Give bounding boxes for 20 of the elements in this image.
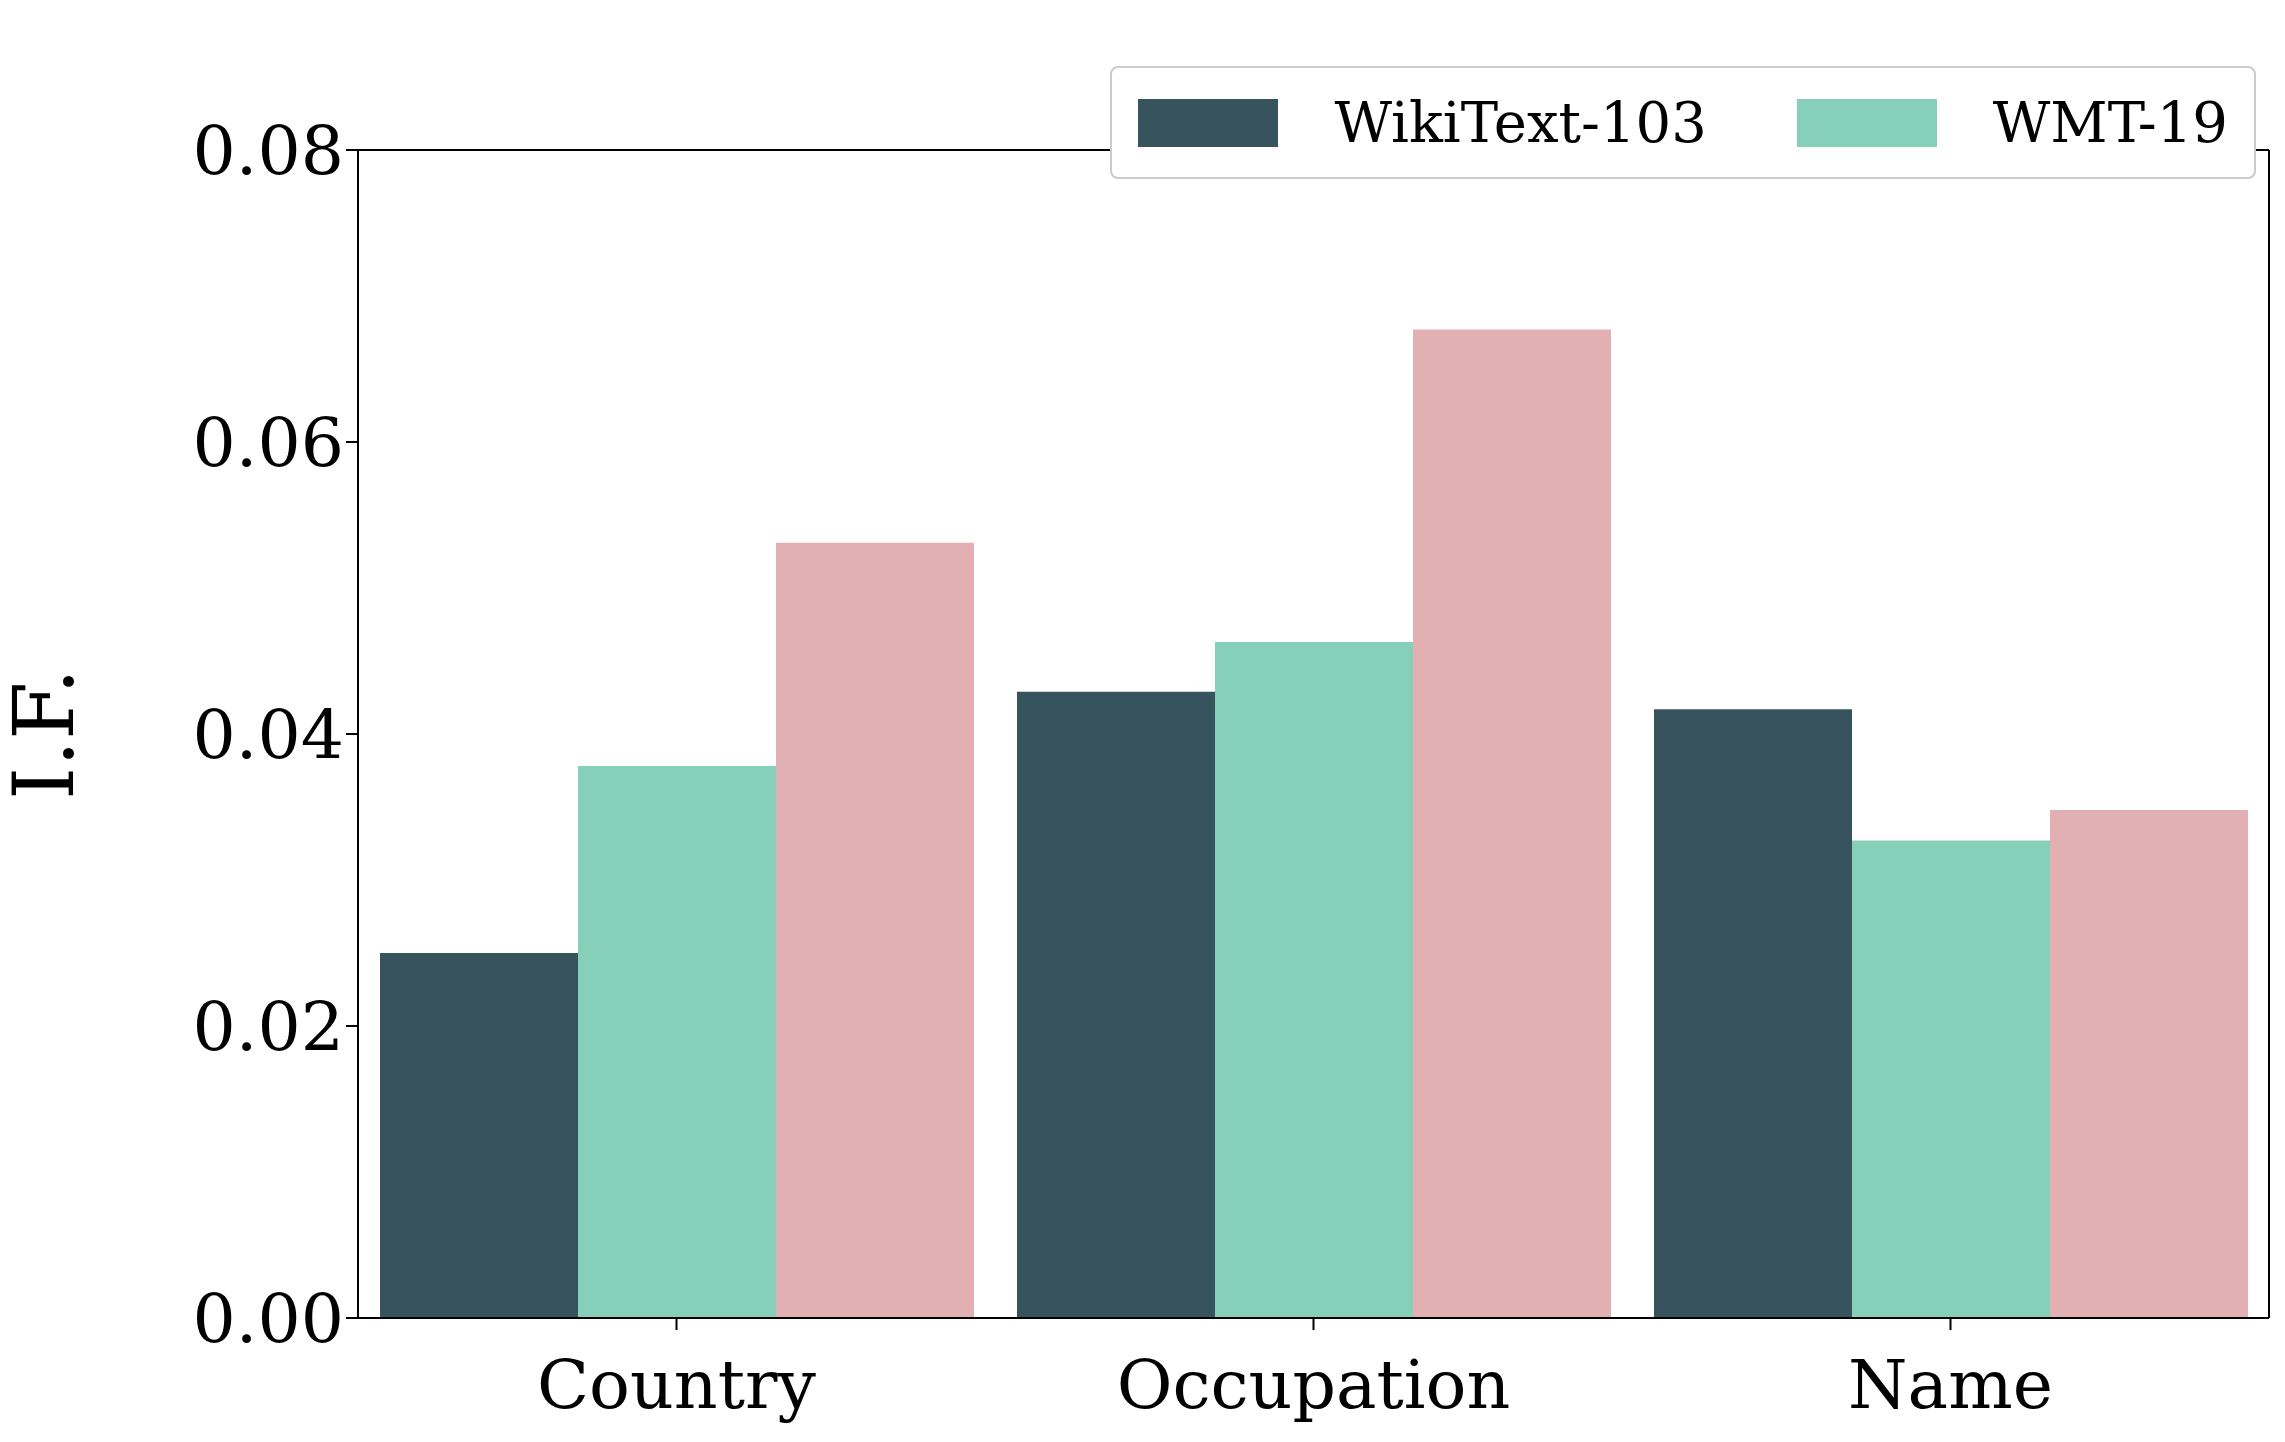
- bar: [1413, 329, 1611, 1318]
- y-tick-label: 0.00: [192, 1279, 344, 1359]
- y-axis-title: I.F.: [0, 668, 93, 800]
- x-tick-label: Occupation: [1116, 1345, 1511, 1425]
- bar: [578, 766, 776, 1318]
- bar: [2050, 809, 2248, 1318]
- bar: [380, 953, 578, 1318]
- x-tick-label: Country: [537, 1345, 817, 1425]
- x-tick-label: Name: [1848, 1345, 2053, 1425]
- bar: [1852, 840, 2050, 1318]
- y-tick-label: 0.06: [192, 403, 344, 483]
- legend-label: WikiText-103: [1334, 90, 1707, 155]
- y-tick-label: 0.02: [192, 987, 344, 1067]
- bar: [1017, 691, 1215, 1318]
- bar: [1215, 642, 1413, 1318]
- bar: [1654, 709, 1852, 1318]
- y-tick-label: 0.08: [192, 111, 344, 191]
- legend-label: WMT-19: [1992, 90, 2228, 155]
- bar: [776, 542, 974, 1318]
- y-tick-label: 0.04: [192, 695, 344, 775]
